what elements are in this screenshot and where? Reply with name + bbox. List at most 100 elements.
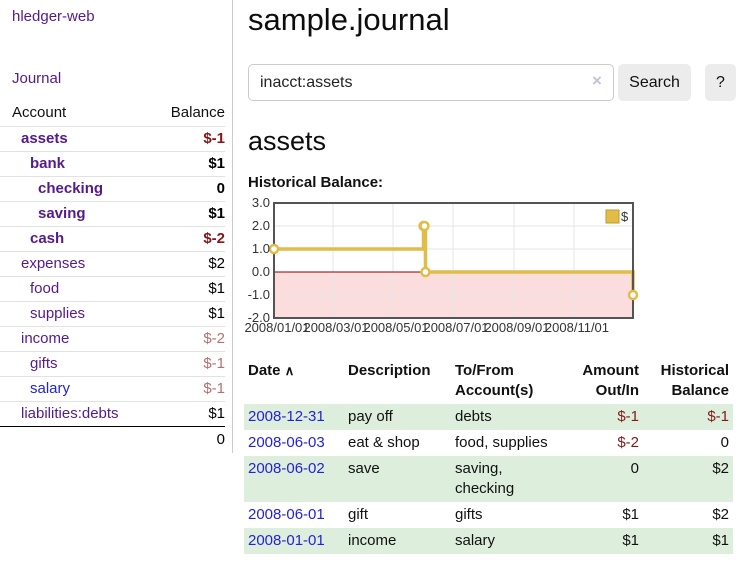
x-tick-label: 2008/05/01 <box>363 320 428 335</box>
brand-link[interactable]: hledger-web <box>12 8 95 25</box>
transaction-description: gift <box>348 506 369 523</box>
x-tick-label: 2008/03/01 <box>303 320 368 335</box>
y-tick-label: 3.0 <box>252 195 270 210</box>
main-content: sample.journal × Search ? assets Histori… <box>243 0 742 554</box>
chart-title: Historical Balance: <box>248 174 384 191</box>
sidebar-account-supplies[interactable]: supplies <box>30 305 86 322</box>
search-button[interactable]: Search <box>618 64 691 101</box>
transaction-row: 2008-12-31 pay off debts $-1 $-1 <box>244 404 733 430</box>
page-title: sample.journal <box>248 2 450 37</box>
x-tick-label: 2008/11/01 <box>545 320 609 335</box>
account-row: income $-2 <box>0 326 225 351</box>
x-tick-label: 2008/07/01 <box>423 320 488 335</box>
sidebar-account-cash[interactable]: cash <box>30 230 65 247</box>
transaction-amount: 0 <box>630 460 639 477</box>
accounts-list: assets $-1 bank $1 checking 0 saving $1 cash $-2 e… <box>0 126 225 426</box>
account-row: bank $1 <box>0 151 225 176</box>
account-row: food $1 <box>0 276 225 301</box>
sidebar-item-journal[interactable]: Journal <box>12 70 62 87</box>
transaction-accounts: saving, checking <box>455 460 515 497</box>
transaction-balance: $-1 <box>707 408 729 425</box>
transaction-balance: $1 <box>712 532 729 549</box>
transaction-row: 2008-06-02 save saving, checking 0 $2 <box>244 456 733 502</box>
transaction-row: 2008-06-03 eat & shop food, supplies $-2 0 <box>244 430 733 456</box>
account-heading: assets <box>248 126 327 156</box>
column-header-date[interactable]: Date ∧ <box>248 362 295 379</box>
transaction-date-link[interactable]: 2008-06-02 <box>248 460 325 477</box>
data-point[interactable] <box>420 266 431 278</box>
transaction-row: 2008-06-01 gift gifts $1 $2 <box>244 502 733 528</box>
account-balance: $1 <box>208 155 225 172</box>
transaction-amount: $-2 <box>617 434 639 451</box>
transaction-accounts: salary <box>455 532 496 549</box>
sidebar-account-bank[interactable]: bank <box>30 155 66 172</box>
account-row: salary $-1 <box>0 376 225 401</box>
data-point[interactable] <box>627 289 639 301</box>
transaction-date-link[interactable]: 2008-06-01 <box>248 506 325 523</box>
account-balance: $-1 <box>203 355 225 372</box>
transaction-balance: $2 <box>712 506 729 523</box>
legend-swatch <box>605 209 620 224</box>
transaction-balance: 0 <box>720 434 729 451</box>
register-header-row: Date ∧ Description To/From Account(s) Am… <box>244 358 733 404</box>
search-input[interactable] <box>248 64 614 101</box>
historical-balance-chart[interactable]: $3.0 2.0 1.0 0.0 -1.0 -2.02008/01/012008/03/0… <box>243 195 643 346</box>
accounts-header-balance: Balance <box>170 104 225 121</box>
column-header-amount: Amount Out/In <box>582 362 639 399</box>
transaction-date-link[interactable]: 2008-12-31 <box>248 408 325 425</box>
account-row: checking 0 <box>0 176 225 201</box>
plot-border <box>273 202 634 319</box>
accounts-header: Account Balance <box>0 102 225 126</box>
transaction-date-link[interactable]: 2008-01-01 <box>248 532 325 549</box>
account-balance: $-2 <box>203 330 225 347</box>
transaction-accounts: food, supplies <box>455 434 548 451</box>
account-row: assets $-1 <box>0 126 225 151</box>
account-row: gifts $-1 <box>0 351 225 376</box>
account-balance: $-2 <box>203 230 225 247</box>
y-tick-label: -2.0 <box>248 310 270 325</box>
column-header-balance: Historical Balance <box>660 362 729 399</box>
account-row: expenses $2 <box>0 251 225 276</box>
account-balance: $1 <box>208 405 225 422</box>
x-tick-label: 2008/09/01 <box>484 320 549 335</box>
transaction-description: income <box>348 532 397 549</box>
legend-label: $ <box>621 209 629 224</box>
sidebar-account-checking[interactable]: checking <box>38 180 104 197</box>
sidebar-account-assets[interactable]: assets <box>21 130 68 147</box>
data-point[interactable] <box>268 243 280 255</box>
account-row: cash $-2 <box>0 226 225 251</box>
account-row: liabilities:debts $1 <box>0 401 225 426</box>
accounts-header-account: Account <box>12 104 67 121</box>
sidebar-account-liabilities-debts[interactable]: liabilities:debts <box>21 405 119 422</box>
sidebar-account-food[interactable]: food <box>30 280 60 297</box>
sidebar: hledger-web Journal Account Balance asse… <box>0 0 233 453</box>
sidebar-account-saving[interactable]: saving <box>38 205 86 222</box>
x-tick-label: 2008/01/01 <box>244 320 309 335</box>
account-balance: $1 <box>208 280 225 297</box>
account-row: saving $1 <box>0 201 225 226</box>
column-header-accounts: To/From Account(s) <box>455 362 534 399</box>
y-tick-label: 2.0 <box>252 218 270 233</box>
transaction-amount: $-1 <box>617 408 639 425</box>
account-balance: $-1 <box>203 380 225 397</box>
sidebar-account-gifts[interactable]: gifts <box>30 355 58 372</box>
help-button[interactable]: ? <box>705 64 736 101</box>
column-header-description: Description <box>348 362 431 379</box>
clear-search-icon[interactable]: × <box>592 71 602 90</box>
sidebar-account-expenses[interactable]: expenses <box>21 255 86 272</box>
account-balance: $-1 <box>203 130 225 147</box>
account-balance: $1 <box>208 205 225 222</box>
transaction-balance: $2 <box>712 460 729 477</box>
accounts-total: 0 <box>0 426 225 452</box>
y-tick-label: 1.0 <box>252 241 270 256</box>
sidebar-account-income[interactable]: income <box>21 330 70 347</box>
transaction-accounts: gifts <box>455 506 483 523</box>
transaction-description: pay off <box>348 408 393 425</box>
data-point[interactable] <box>419 220 430 232</box>
transaction-accounts: debts <box>455 408 492 425</box>
transaction-date-link[interactable]: 2008-06-03 <box>248 434 325 451</box>
accounts-panel: Account Balance assets $-1 bank $1 checking 0… <box>0 102 225 452</box>
sidebar-account-salary[interactable]: salary <box>30 380 71 397</box>
transaction-amount: $1 <box>622 532 639 549</box>
register-table: Date ∧ Description To/From Account(s) Am… <box>244 358 733 554</box>
